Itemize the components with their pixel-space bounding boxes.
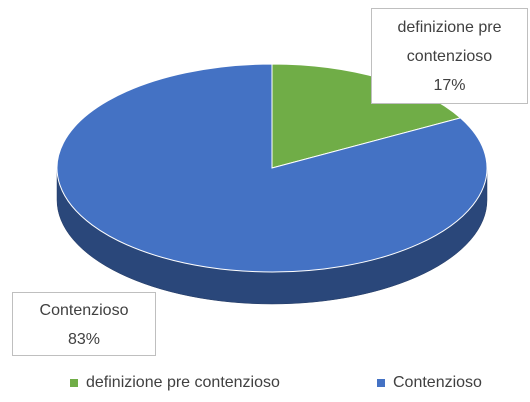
data-label-value: 17%: [433, 77, 466, 94]
data-label-value: 83%: [67, 331, 101, 348]
legend-swatch: [70, 379, 78, 387]
legend-label: Contenzioso: [393, 374, 482, 391]
slice: [56, 63, 488, 273]
data-label-box: definizione pre contenzioso 17%: [371, 8, 528, 104]
legend-swatch: [377, 379, 385, 387]
legend-item: definizione pre contenzioso: [70, 371, 280, 395]
data-label-category: Contenzioso: [39, 302, 129, 319]
data-label-category: definizione pre contenzioso: [397, 19, 502, 65]
data-label-box: Contenzioso 83%: [12, 292, 156, 356]
legend-label: definizione pre contenzioso: [86, 374, 280, 391]
legend-item: Contenzioso: [377, 371, 482, 395]
